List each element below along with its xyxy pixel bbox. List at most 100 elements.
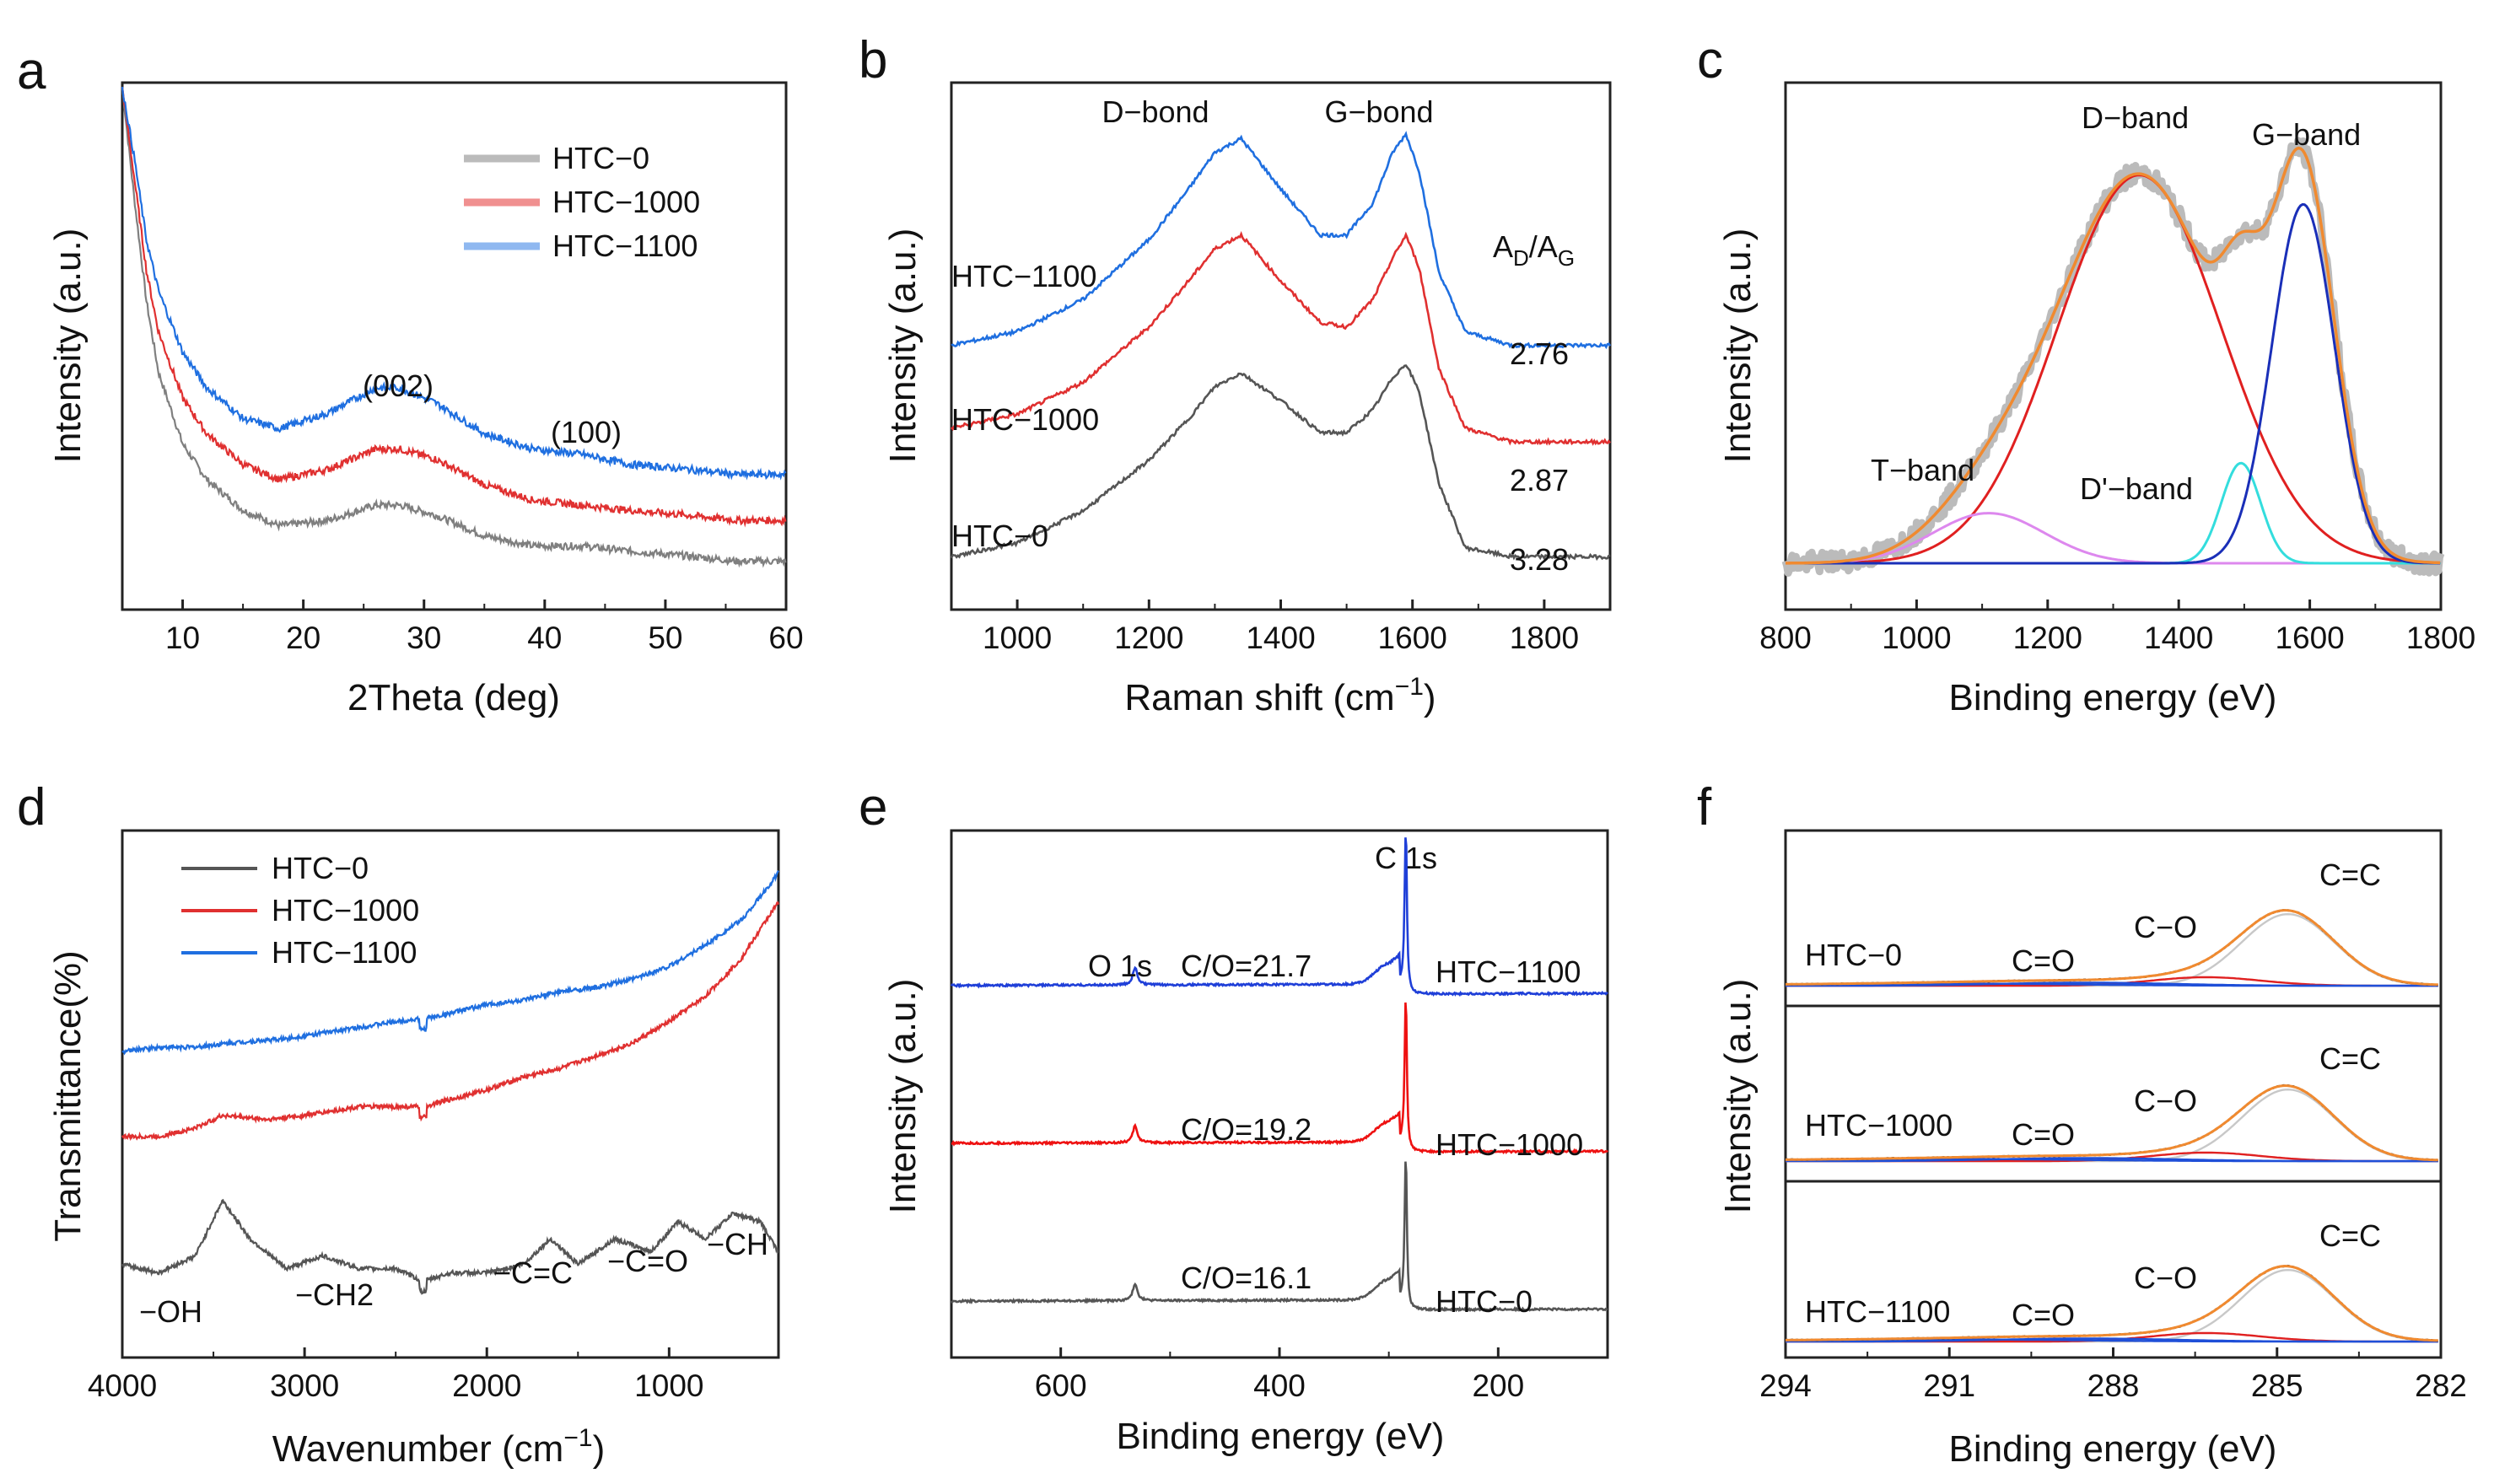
panel-b-label-htc1100: HTC−1100 — [951, 259, 1096, 293]
panel-e-co-htc1000: C/O=19.2 — [1181, 1112, 1312, 1147]
panel-c-frame — [1784, 81, 2443, 611]
panel-f-name-2: HTC−1100 — [1805, 1294, 1950, 1329]
panel-f: 294 291 288 285 282 Binding energy (eV) Inte… — [1717, 829, 2467, 1470]
panel-c-xlabel: Binding energy (eV) — [1949, 677, 2277, 718]
legend-d-label-2: HTC−1100 — [272, 935, 417, 970]
panel-b-xtick-label-0: 1000 — [983, 621, 1052, 655]
panel-d-xtick-label-3: 1000 — [634, 1368, 703, 1403]
panel-d-series-1 — [121, 901, 780, 1142]
panel-b-xtick-label-4: 1800 — [1510, 621, 1579, 655]
panel-b-ratio-htc0: 3.28 — [1510, 542, 1569, 577]
panel-b-series-2 — [950, 364, 1611, 562]
panel-f-xlabel: Binding energy (eV) — [1949, 1428, 2277, 1470]
panel-a-series-1 — [121, 86, 787, 528]
panel-f-name-1: HTC−1000 — [1805, 1108, 1953, 1143]
panel-a-annotation-100: (100) — [551, 415, 622, 449]
panel-f-2-co: C−O — [2134, 1261, 2197, 1295]
panel-letter-f: f — [1697, 778, 1712, 836]
panel-f-ylabel: Intensity (a.u.) — [1717, 979, 1759, 1214]
panel-a-series-0 — [121, 86, 787, 568]
panel-e-series-2 — [951, 1161, 1608, 1313]
panel-e: 600 400 200 Binding energy (eV) Intensity … — [882, 829, 1609, 1457]
panel-e-label-o1s: O 1s — [1088, 949, 1152, 983]
panel-letter-e: e — [859, 778, 887, 836]
panel-d-frame — [121, 829, 780, 1359]
panel-c-component-3 — [1786, 202, 2441, 565]
panel-b-ratio-htc1100: 2.76 — [1510, 336, 1569, 371]
panel-e-label-htc0: HTC−0 — [1436, 1284, 1532, 1319]
panel-f-name-0: HTC−0 — [1805, 938, 1902, 972]
panel-b-series-0 — [951, 131, 1612, 350]
panel-a-series-2 — [121, 86, 787, 481]
panel-b-series-1 — [951, 231, 1612, 446]
panel-d-label-ch2: −CH2 — [295, 1277, 374, 1312]
panel-e-series-0 — [950, 837, 1608, 997]
panel-f-1-co: C−O — [2134, 1083, 2197, 1118]
panel-c-xtick-label-2: 1200 — [2013, 621, 2082, 655]
panel-b-xtick-label-1: 1200 — [1114, 621, 1183, 655]
legend-a-label-2: HTC−1100 — [552, 229, 698, 263]
panel-d-legend: HTC−0 HTC−1000 HTC−1100 — [181, 851, 419, 970]
panel-d-xtick-label-2: 2000 — [452, 1368, 521, 1403]
panel-letter-c: c — [1697, 31, 1723, 89]
panel-b-ratio-header: AD/AG — [1493, 229, 1575, 271]
legend-a-label-1: HTC−1000 — [552, 185, 700, 219]
panel-a-ylabel: Intensity (a.u.) — [47, 229, 89, 464]
panel-f-xtick-label-2: 288 — [2087, 1368, 2140, 1403]
panel-d-ylabel: Transmittance(%) — [47, 950, 89, 1242]
panel-c-xtick-label-0: 800 — [1759, 621, 1812, 655]
panel-c-label-t-band: T−band — [1871, 453, 1974, 487]
panel-e-label-htc1100: HTC−1100 — [1436, 954, 1581, 989]
panel-c-ylabel: Intensity (a.u.) — [1717, 229, 1759, 464]
panel-b-label-d-bond: D−bond — [1102, 94, 1209, 129]
panel-f-0-cc: C=C — [2319, 858, 2381, 892]
panel-b-label-htc1000: HTC−1000 — [951, 402, 1099, 437]
panel-a-xtick-label-1: 20 — [286, 621, 321, 655]
panel-b-xlabel: Raman shift (cm−1) — [1124, 673, 1436, 718]
panel-d: 4000 3000 2000 1000 Wavenumber (cm−1) Trans… — [47, 829, 780, 1470]
panel-letter-b: b — [859, 31, 887, 89]
panel-letter-d: d — [17, 778, 46, 836]
panel-f-1-fit — [1786, 1083, 2438, 1162]
panel-a-xtick-label-4: 50 — [648, 621, 682, 655]
panel-d-label-ch: −CH — [707, 1227, 768, 1261]
legend-d-label-0: HTC−0 — [272, 851, 369, 885]
panel-c-label-g-band: G−band — [2252, 117, 2361, 152]
panel-a-xtick-label-2: 30 — [407, 621, 441, 655]
panel-b-xtick-label-3: 1600 — [1378, 621, 1447, 655]
panel-b: 1000 1200 1400 1600 1800 Raman shift (cm−1) … — [882, 81, 1612, 718]
panel-e-ylabel: Intensity (a.u.) — [882, 979, 924, 1214]
panel-e-co-htc0: C/O=16.1 — [1181, 1261, 1312, 1295]
panel-f-0-fit — [1786, 908, 2438, 987]
panel-f-2-ceqo: C=O — [2012, 1298, 2075, 1332]
panel-c-xtick-label-4: 1600 — [2275, 621, 2344, 655]
panel-e-xtick-label-0: 600 — [1035, 1368, 1087, 1403]
panel-b-xtick-label-2: 1400 — [1246, 621, 1315, 655]
panel-c-label-dprime-band: D'−band — [2080, 471, 2193, 506]
panel-a-xtick-label-5: 60 — [768, 621, 803, 655]
panel-d-xtick-label-1: 3000 — [270, 1368, 339, 1403]
panel-a-annotation-002: (002) — [363, 368, 434, 403]
panel-b-label-g-bond: G−bond — [1324, 94, 1433, 129]
panel-d-xtick-label-0: 4000 — [88, 1368, 157, 1403]
panel-e-xlabel: Binding energy (eV) — [1117, 1416, 1445, 1457]
panel-f-xtick-label-4: 282 — [2415, 1368, 2467, 1403]
panel-letter-a: a — [17, 42, 46, 100]
panel-a-legend: HTC−0 HTC−1000 HTC−1100 — [464, 141, 700, 263]
panel-f-frame — [1784, 829, 2443, 1359]
panel-f-xtick-label-0: 294 — [1759, 1368, 1812, 1403]
panel-f-xtick-label-1: 291 — [1923, 1368, 1975, 1403]
panel-f-2-cc: C=C — [2319, 1218, 2381, 1253]
panel-d-series-0 — [121, 1198, 779, 1295]
panel-f-1-ceqo: C=O — [2012, 1117, 2075, 1152]
panel-f-0-ceqo: C=O — [2012, 944, 2075, 978]
panel-f-1-cc: C=C — [2319, 1041, 2381, 1076]
panel-e-label-htc1000: HTC−1000 — [1436, 1127, 1583, 1162]
panel-d-xlabel: Wavenumber (cm−1) — [272, 1424, 605, 1470]
panel-a-xlabel: 2Theta (deg) — [347, 677, 560, 718]
panel-e-series-1 — [951, 1002, 1608, 1155]
panel-b-label-htc0: HTC−0 — [951, 519, 1048, 553]
legend-a-label-0: HTC−0 — [552, 141, 649, 175]
panel-c-component-1 — [1786, 512, 2441, 565]
